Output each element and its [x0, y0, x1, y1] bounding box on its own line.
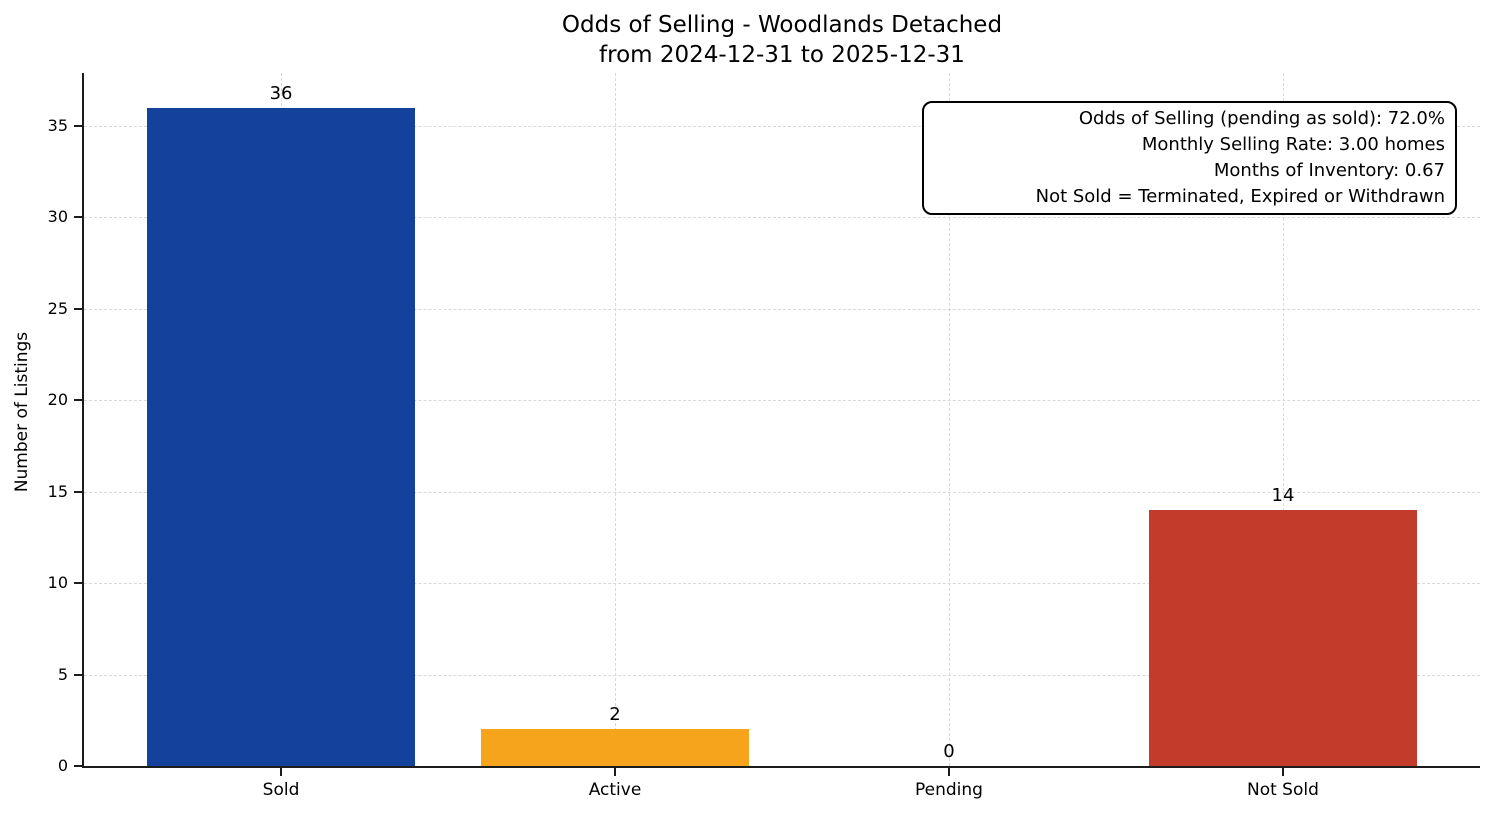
- x-tick-mark: [280, 768, 283, 776]
- x-tick-label-sold: Sold: [262, 780, 300, 800]
- plot-area: 0 5 10 15 20 25 30 35 Sold 36 Active 2 Pending 0 Not S…: [48, 73, 1480, 800]
- x-tick-label-not-sold: Not Sold: [1247, 780, 1319, 800]
- x-tick-mark: [947, 768, 950, 776]
- y-tick-label: 15: [47, 481, 68, 501]
- gridline-horizontal: [84, 126, 1480, 128]
- y-tick-label: 10: [47, 573, 68, 593]
- gridline-vertical: [948, 73, 950, 766]
- y-tick-label: 5: [57, 664, 68, 684]
- annotation-line-odds: Odds of Selling (pending as sold): 72.0%: [1078, 108, 1445, 129]
- y-tick-mark: [74, 307, 82, 310]
- y-tick-mark: [74, 582, 82, 585]
- x-axis-spine: [82, 766, 1480, 768]
- chart-subtitle: from 2024-12-31 to 2025-12-31: [599, 42, 965, 68]
- chart-title-block: Odds of Selling - Woodlands Detached fro…: [84, 10, 1480, 70]
- gridline-horizontal: [84, 491, 1480, 493]
- y-axis-label: Number of Listings: [12, 331, 32, 493]
- y-axis-spine: [82, 73, 84, 768]
- bar-not-sold: [1149, 510, 1417, 766]
- bar-active: [481, 729, 749, 766]
- y-tick-mark: [74, 673, 82, 676]
- annotation-line-not-sold-definition: Not Sold = Terminated, Expired or Withdr…: [1035, 186, 1445, 207]
- x-tick-label-pending: Pending: [915, 780, 983, 800]
- gridline-horizontal: [84, 400, 1480, 402]
- x-tick-mark: [614, 768, 616, 776]
- y-tick-label: 0: [57, 756, 68, 775]
- y-tick-label: 20: [47, 390, 68, 410]
- gridline-horizontal: [84, 674, 1480, 676]
- bar-value-label-active: 2: [609, 704, 621, 726]
- bar-value-label-pending: 0: [943, 741, 955, 762]
- y-tick-mark: [74, 399, 82, 402]
- y-tick-label: 30: [47, 207, 68, 227]
- bar-value-label-not-sold: 14: [1271, 485, 1295, 507]
- gridline-vertical: [615, 73, 616, 766]
- gridline-vertical: [1282, 73, 1284, 766]
- y-tick-label: 35: [47, 116, 68, 136]
- bar-sold: [147, 107, 415, 766]
- annotation-line-months-inventory: Months of Inventory: 0.67: [1213, 160, 1445, 181]
- x-tick-label-active: Active: [588, 780, 642, 800]
- annotation-line-monthly-rate: Monthly Selling Rate: 3.00 homes: [1141, 134, 1445, 155]
- gridline-horizontal: [84, 583, 1480, 585]
- chart-title: Odds of Selling - Woodlands Detached: [561, 12, 1003, 38]
- y-tick-mark: [74, 216, 82, 219]
- bar-value-label-sold: 36: [269, 82, 293, 104]
- y-tick-label: 25: [47, 298, 68, 318]
- x-tick-mark: [1281, 768, 1284, 776]
- y-tick-mark: [74, 765, 82, 767]
- annotation-box: Odds of Selling (pending as sold): 72.0%…: [922, 101, 1457, 215]
- y-tick-mark: [74, 125, 82, 128]
- gridline-horizontal: [84, 217, 1480, 219]
- gridline-horizontal: [84, 308, 1480, 310]
- y-tick-mark: [74, 490, 82, 493]
